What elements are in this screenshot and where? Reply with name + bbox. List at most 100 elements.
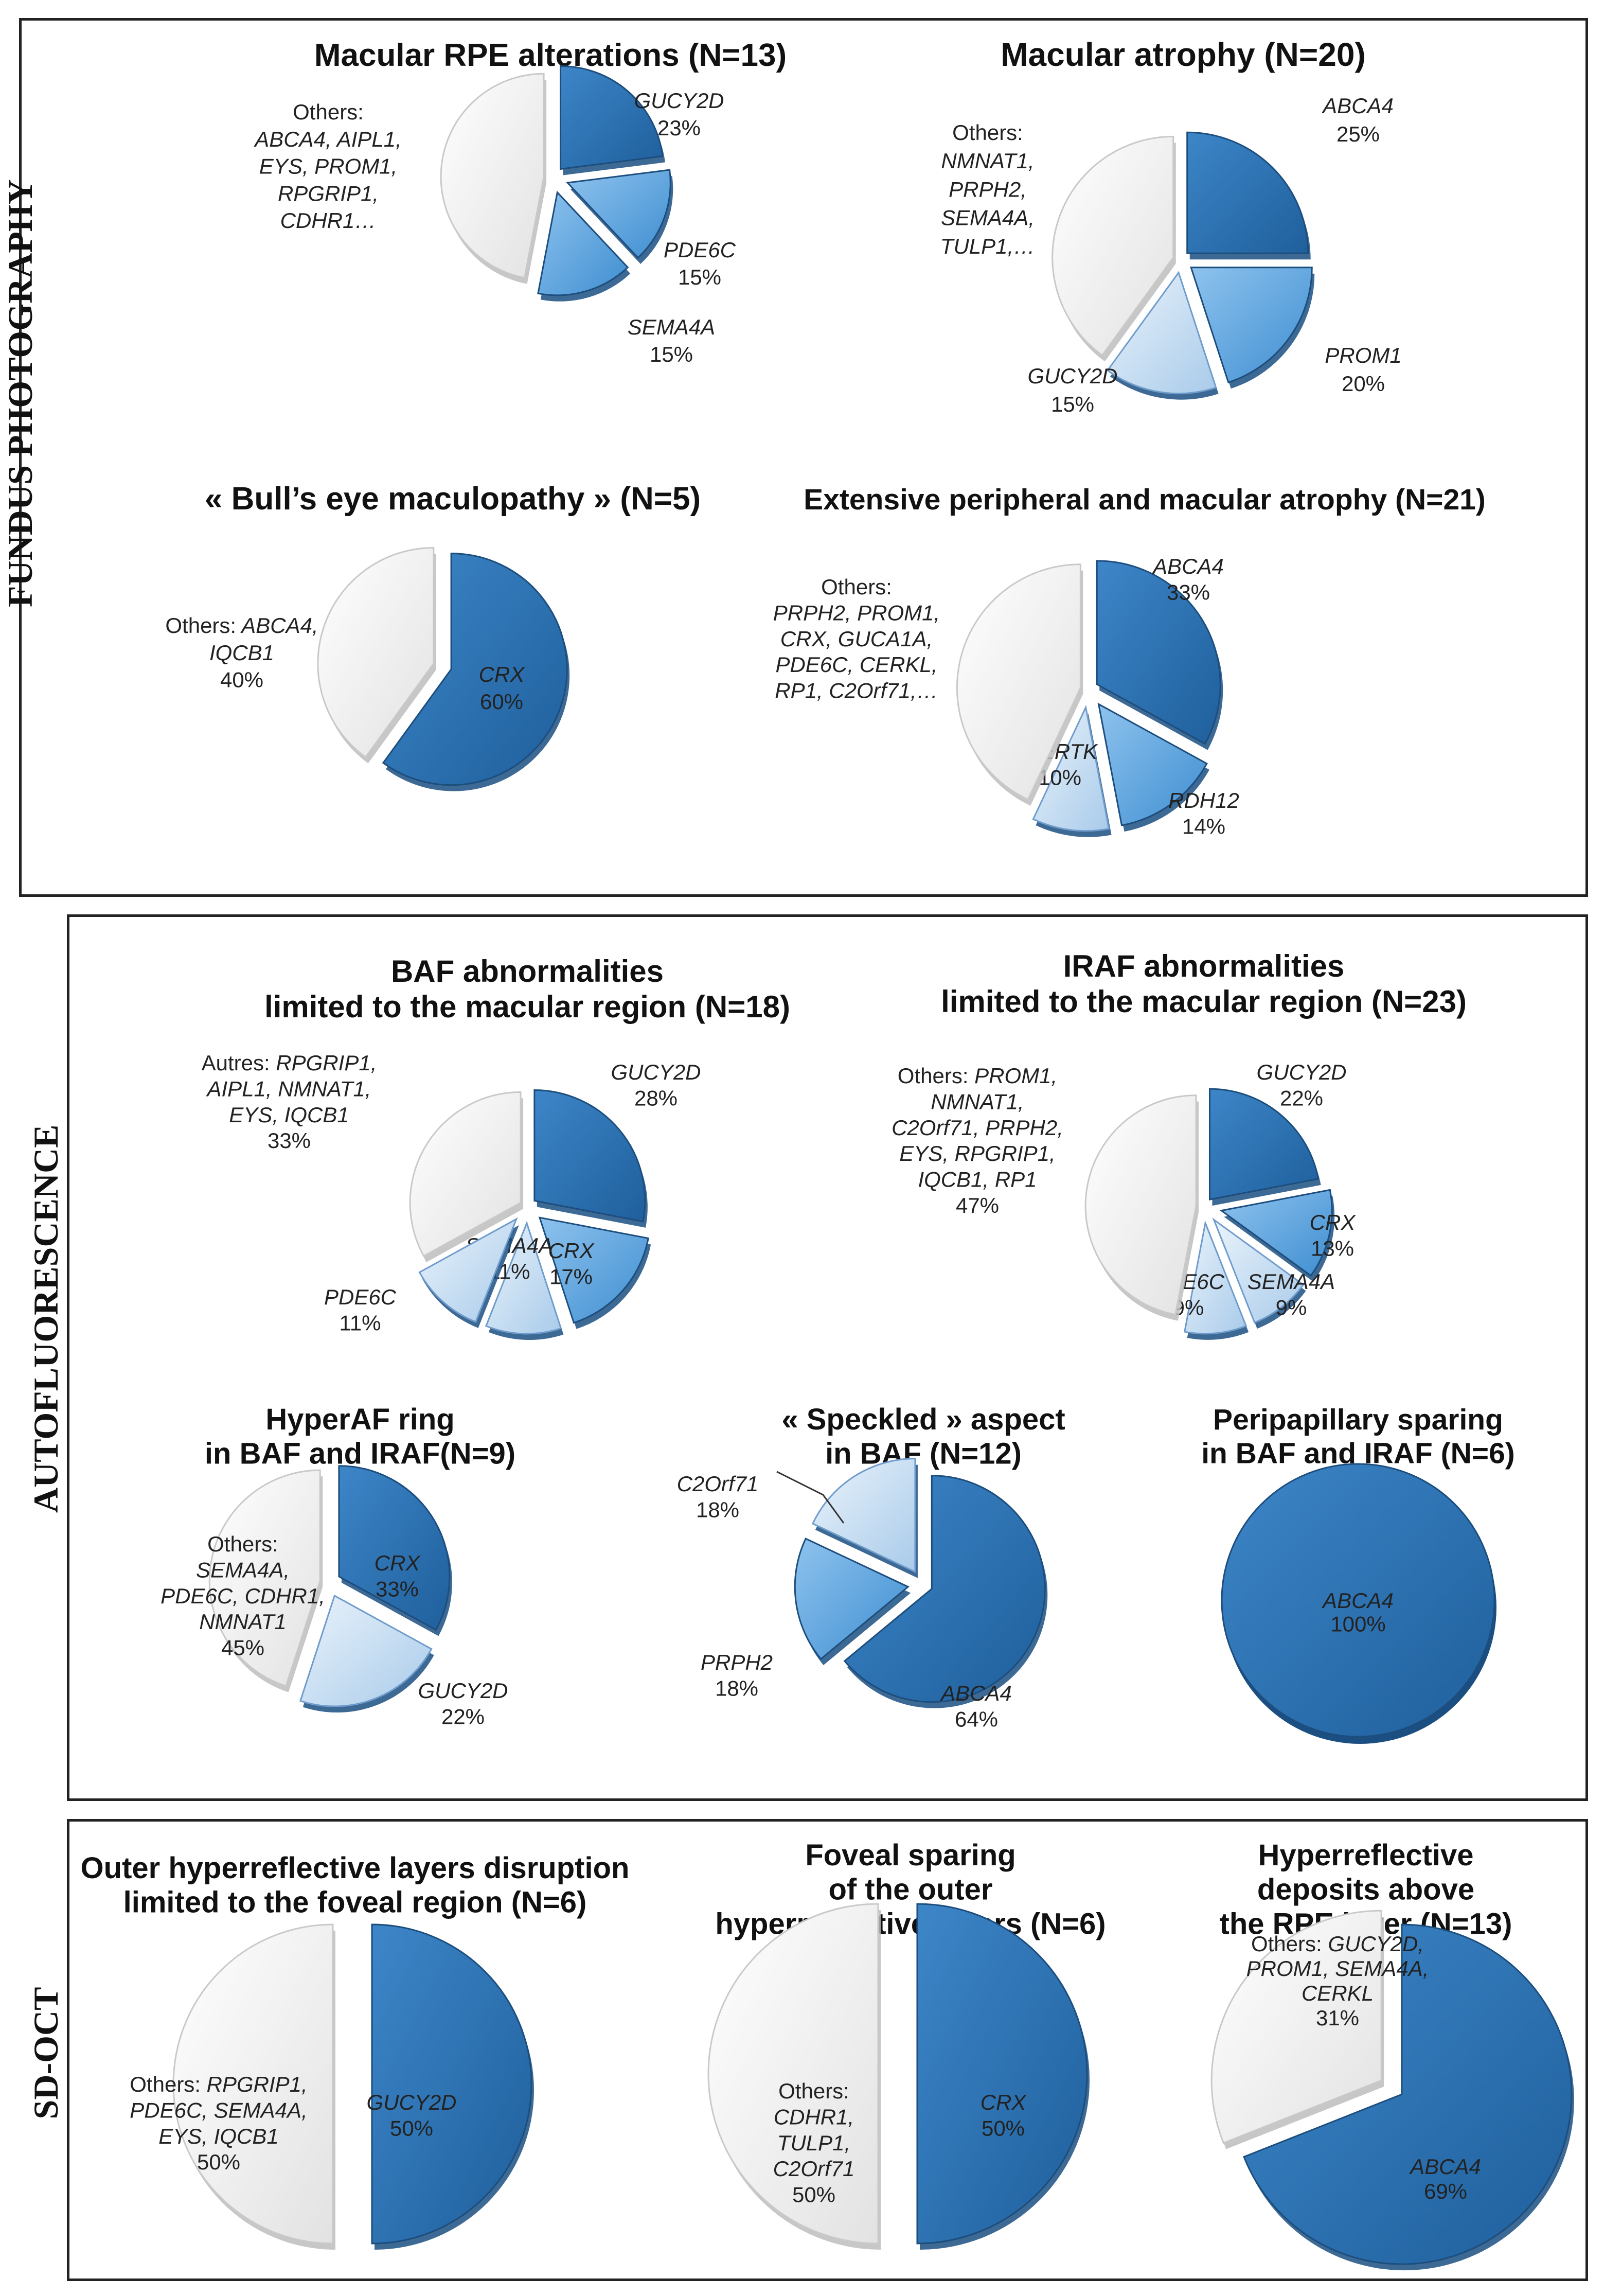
slice-label-others: Others: ABCA4, <box>165 613 318 638</box>
slice-label-crx: CRX <box>981 2090 1027 2114</box>
slice-label-others: Others: GUCY2D, <box>1251 1932 1424 1956</box>
slice-abca4 <box>1186 131 1309 254</box>
pie-chart-4: Extensive peripheral and macular atrophy… <box>773 483 1486 838</box>
slice-label-others: IQCB1, RP1 <box>918 1168 1037 1192</box>
slice-label-others: 47% <box>956 1193 999 1217</box>
chart-title: in BAF (N=12) <box>825 1437 1022 1471</box>
slice-label-others: EYS, IQCB1 <box>158 2124 278 2148</box>
slice-label-others: TULP1,… <box>940 234 1035 258</box>
slice-label-others: NMNAT1, <box>931 1089 1024 1114</box>
chart-title: HyperAF ring <box>265 1403 454 1436</box>
chart-title: limited to the macular region (N=18) <box>264 990 790 1024</box>
slice-label-gucy2d: GUCY2D <box>366 2090 456 2114</box>
pie-chart-10: Outer hyperreflective layers disruptionl… <box>81 1851 629 2250</box>
slice-label-others: RPGRIP1, <box>278 181 379 205</box>
chart-title: hyperreflective layers (N=6) <box>715 1907 1106 1940</box>
chart-title: Macular atrophy (N=20) <box>1001 36 1366 73</box>
slice-label-others: SEMA4A, <box>196 1558 290 1582</box>
slice-label-rdh12: 14% <box>1182 814 1225 838</box>
slice-label-others: C2Orf71 <box>773 2157 855 2181</box>
slice-label-others: Others: <box>293 100 364 124</box>
slice-others <box>208 1469 321 1687</box>
chart-title: Extensive peripheral and macular atrophy… <box>804 483 1486 516</box>
chart-title: of the outer <box>829 1873 993 1906</box>
slice-label-abca4: ABCA4 <box>1409 2154 1481 2179</box>
slice-prph2 <box>794 1538 910 1661</box>
slice-label-abca4: ABCA4 <box>1321 1588 1394 1613</box>
slice-others <box>172 1923 334 2245</box>
slice-label-gucy2d: 28% <box>634 1086 678 1110</box>
slice-label-others: EYS, PROM1, <box>259 154 397 179</box>
slice-sema4a <box>537 190 629 296</box>
slice-label-sema4a: SEMA4A <box>628 315 715 339</box>
slice-gucy2d <box>1106 271 1217 395</box>
chart-title: Foveal sparing <box>805 1839 1015 1872</box>
slice-label-abca4: ABCA4 <box>1151 554 1224 578</box>
slice-label-others: PRPH2, <box>949 177 1027 201</box>
slice-label-pde6c: PDE6C <box>324 1285 397 1309</box>
slice-label-abca4: 33% <box>1167 580 1210 604</box>
slice-crx <box>338 1465 451 1631</box>
slice-label-others: Others: <box>778 2079 849 2103</box>
slice-abca4 <box>1096 560 1221 745</box>
slice-label-crx: 33% <box>376 1577 419 1601</box>
slice-others <box>956 563 1081 801</box>
slice-others <box>1210 1910 1382 2144</box>
chart-title: deposits above <box>1257 1873 1474 1906</box>
slice-label-gucy2d: 50% <box>390 2116 433 2140</box>
slice-label-pde6c: PDE6C <box>664 238 736 262</box>
slice-label-autres: 33% <box>268 1128 311 1153</box>
slice-label-others: SEMA4A, <box>941 206 1035 230</box>
slice-label-abca4: ABCA4 <box>1321 94 1394 118</box>
slice-label-others: Others: <box>952 120 1023 145</box>
slice-others <box>1051 135 1174 357</box>
slice-others <box>440 73 545 279</box>
slice-sema4a <box>1212 1217 1305 1324</box>
slice-label-others: 50% <box>197 2150 240 2174</box>
slice-label-crx: 17% <box>549 1264 593 1288</box>
pie-chart-2: Macular atrophy (N=20) ABCA4 25% PROM1 20% GU… <box>940 36 1402 416</box>
slice-others <box>707 1903 879 2245</box>
slice-label-abca4: 69% <box>1424 2179 1467 2203</box>
chart-title: in BAF and IRAF(N=9) <box>205 1437 515 1471</box>
slice-autres <box>409 1091 522 1257</box>
slice-label-sema4a: 15% <box>650 342 693 366</box>
slice-label-others: EYS, RPGRIP1, <box>899 1141 1055 1165</box>
slice-sema4a <box>485 1221 562 1335</box>
slice-label-others: 50% <box>792 2183 835 2207</box>
slice-abca4 <box>1221 1463 1495 1738</box>
slice-label-c2orf71: C2Orf71 <box>677 1472 759 1496</box>
slice-label-gucy2d: 23% <box>657 116 701 140</box>
slice-label-prph2: PRPH2 <box>701 1650 773 1674</box>
slice-label-sema4a: SEMA4A <box>1247 1269 1335 1294</box>
pie-chart-1: Macular RPE alterations (N=13) GUCY2D 23% P… <box>253 38 787 366</box>
panel-fundus-photography <box>19 18 1588 897</box>
slice-c2orf71 <box>811 1458 916 1574</box>
slice-label-gucy2d: GUCY2D <box>611 1060 701 1084</box>
slice-label-abca4: 64% <box>955 1707 998 1731</box>
slice-label-c2orf71: 18% <box>696 1497 739 1522</box>
slice-label-abca4: 100% <box>1330 1612 1385 1636</box>
slice-rdh12 <box>1097 702 1208 826</box>
slice-label-crx: 60% <box>480 690 523 714</box>
slice-others <box>317 546 435 758</box>
slice-label-gucy2d: 22% <box>1280 1086 1323 1110</box>
slice-abca4 <box>1243 1923 1573 2265</box>
slice-label-gucy2d: GUCY2D <box>1256 1060 1346 1084</box>
slice-label-others: CRX, GUCA1A, <box>780 627 933 651</box>
chart-title: Macular RPE alterations (N=13) <box>314 38 787 73</box>
slice-label-others: Others: PROM1, <box>898 1064 1057 1088</box>
slice-gucy2d <box>371 1923 532 2245</box>
slice-label-prom1: PROM1 <box>1325 343 1401 367</box>
slice-label-crx: CRX <box>1310 1210 1357 1234</box>
slice-label-others: Others: <box>207 1532 278 1556</box>
slice-label-abca4: 25% <box>1336 122 1380 146</box>
slice-crx <box>538 1216 649 1324</box>
slice-label-others: CDHR1, <box>774 2105 854 2129</box>
slice-crx <box>1219 1189 1333 1277</box>
slice-label-others: Others: RPGRIP1, <box>130 2072 307 2096</box>
